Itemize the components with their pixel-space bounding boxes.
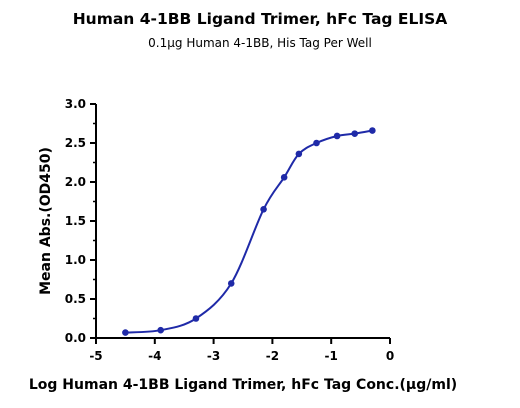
data-point (369, 127, 376, 134)
x-axis-title: Log Human 4-1BB Ligand Trimer, hFc Tag C… (29, 377, 457, 393)
data-point (280, 174, 288, 181)
data-point (192, 315, 200, 322)
data-point (313, 139, 320, 147)
series-layer (122, 127, 376, 336)
y-tick-label: 3.0 (65, 97, 86, 111)
y-axis-title: Mean Abs.(OD450) (38, 147, 54, 295)
y-tick-label: 2.5 (65, 136, 86, 150)
x-tick-label: -2 (266, 349, 279, 363)
chart-title: Human 4-1BB Ligand Trimer, hFc Tag ELISA (72, 10, 448, 28)
data-point (295, 150, 303, 158)
x-tick-label: 0 (386, 349, 394, 363)
x-tick-label: -4 (148, 349, 161, 363)
axes: 0.0 0.5 1.0 1.5 2.0 2.5 3.0 -5 -4 -3 -2 -1 0 (65, 97, 394, 363)
chart-subtitle: 0.1μg Human 4-1BB, His Tag Per Well (148, 36, 372, 50)
x-tick-label: -1 (325, 349, 338, 363)
data-point (260, 206, 267, 213)
data-point (122, 329, 129, 336)
data-point (157, 326, 164, 334)
y-tick-label: 1.0 (65, 253, 86, 267)
data-point (351, 130, 359, 137)
series-line (125, 129, 373, 334)
x-tick-label: -3 (207, 349, 220, 363)
y-tick-label: 2.0 (65, 175, 86, 189)
data-point (333, 132, 341, 140)
y-tick-label: 0.0 (65, 331, 86, 345)
y-tick-label: 0.5 (65, 292, 86, 306)
y-tick-label: 1.5 (65, 214, 86, 228)
data-point (227, 280, 235, 287)
x-tick-label: -5 (89, 349, 102, 363)
